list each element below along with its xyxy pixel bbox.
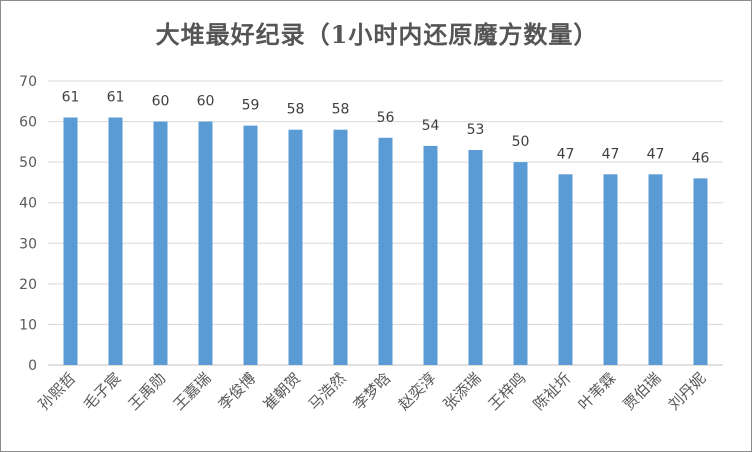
y-tick-label: 30 (19, 236, 37, 252)
category-label: 叶苇霖 (575, 369, 620, 414)
data-label: 60 (197, 94, 215, 110)
data-label: 56 (377, 110, 395, 126)
bar (378, 137, 393, 365)
data-label: 53 (467, 122, 485, 138)
category-label: 孙熙哲 (35, 369, 80, 414)
data-label: 50 (512, 134, 530, 150)
category-label: 王嘉瑞 (170, 369, 215, 414)
bar (648, 174, 663, 365)
y-tick-label: 20 (19, 277, 37, 293)
data-label: 47 (647, 146, 665, 162)
category-label: 陈祉圻 (530, 369, 575, 414)
data-label: 60 (152, 94, 170, 110)
data-label: 59 (242, 98, 260, 114)
data-label: 58 (332, 102, 350, 118)
bar (423, 145, 438, 365)
data-label: 47 (557, 146, 575, 162)
y-tick-label: 0 (28, 358, 37, 374)
category-label: 赵奕淳 (395, 369, 440, 414)
category-label: 马浩然 (305, 369, 350, 414)
data-label: 61 (62, 90, 80, 106)
bar (243, 125, 258, 365)
y-tick-label: 60 (19, 115, 37, 131)
category-label: 王梓鸣 (485, 369, 530, 414)
y-tick-label: 10 (19, 317, 37, 333)
category-label: 崔朝贺 (260, 369, 305, 414)
bar (288, 129, 303, 365)
data-label: 61 (107, 90, 125, 106)
data-label: 47 (602, 146, 620, 162)
bar (603, 174, 618, 365)
bar (333, 129, 348, 365)
category-label: 张添瑞 (440, 369, 485, 414)
bar (468, 149, 483, 365)
category-label: 王禹勋 (125, 369, 170, 414)
data-label: 58 (287, 102, 305, 118)
bar (693, 178, 708, 365)
bar (153, 121, 168, 365)
bar (198, 121, 213, 365)
bar (558, 174, 573, 365)
bar (108, 117, 123, 365)
data-label: 46 (692, 150, 710, 166)
category-label: 贾伯瑞 (620, 369, 665, 414)
category-label: 刘丹妮 (665, 369, 710, 414)
category-label: 毛子宸 (80, 369, 125, 414)
category-label: 李梦晗 (350, 369, 395, 414)
y-tick-label: 50 (19, 155, 37, 171)
bar (513, 162, 528, 365)
y-tick-label: 40 (19, 196, 37, 212)
bar (63, 117, 78, 365)
y-tick-label: 70 (19, 74, 37, 90)
category-label: 李俊博 (215, 369, 260, 414)
data-label: 54 (422, 118, 440, 134)
chart-title: 大堆最好纪录（1小时内还原魔方数量） (155, 20, 599, 49)
